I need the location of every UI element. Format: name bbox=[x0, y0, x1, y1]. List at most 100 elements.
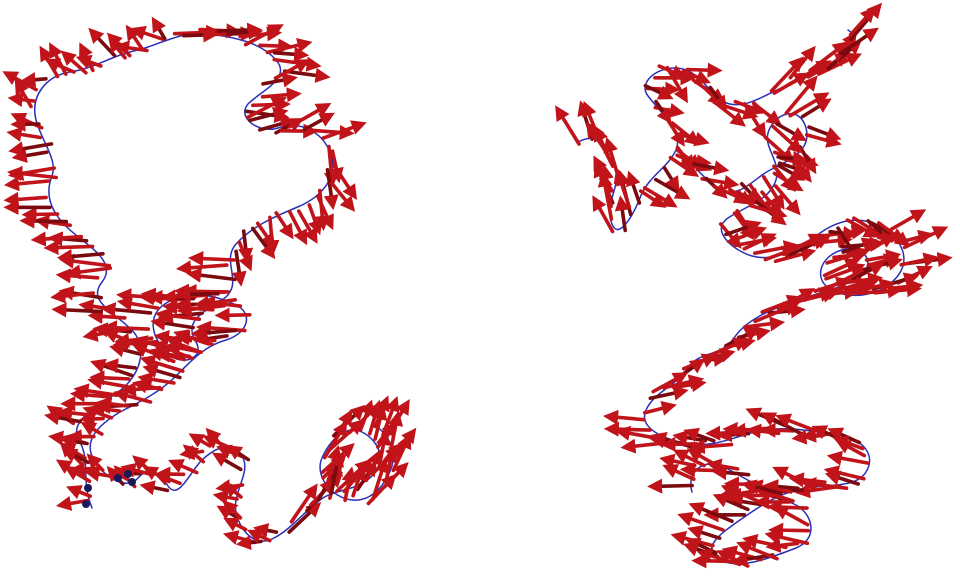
displacement-arrow bbox=[80, 421, 104, 436]
displacement-arrow bbox=[713, 101, 746, 127]
displacement-arrow bbox=[899, 252, 939, 268]
displacement-arrow bbox=[852, 216, 886, 238]
displacement-arrow bbox=[214, 307, 252, 323]
displacement-arrow bbox=[21, 206, 60, 222]
displacement-arrow bbox=[772, 466, 817, 490]
displacement-arrow bbox=[685, 62, 723, 78]
displacement-arrow bbox=[666, 119, 685, 147]
displacement-arrow bbox=[14, 78, 33, 109]
displacement-arrow bbox=[89, 370, 131, 386]
displacement-arrow bbox=[708, 85, 728, 112]
displacement-arrow bbox=[142, 363, 182, 380]
displacement-arrow bbox=[329, 451, 345, 496]
displacement-arrow bbox=[373, 395, 390, 429]
displacement-arrow bbox=[58, 253, 112, 269]
displacement-arrow bbox=[332, 163, 358, 201]
displacement-arrow bbox=[760, 294, 803, 314]
displacement-arrow bbox=[768, 522, 811, 538]
displacement-arrow bbox=[555, 105, 581, 146]
displacement-arrow bbox=[687, 525, 722, 541]
displacement-arrow bbox=[3, 191, 48, 207]
displacement-arrow bbox=[816, 53, 862, 76]
displacement-arrow bbox=[89, 401, 122, 417]
displacement-arrow bbox=[289, 483, 318, 524]
displacement-arrow bbox=[679, 462, 724, 478]
displacement-arrow bbox=[848, 6, 876, 37]
displacement-arrow bbox=[211, 452, 243, 472]
displacement-arrow bbox=[592, 195, 615, 234]
displacement-arrow bbox=[287, 501, 322, 534]
displacement-arrow bbox=[383, 462, 409, 489]
right-arrow-field bbox=[555, 2, 953, 569]
displacement-arrow bbox=[888, 209, 927, 232]
displacement-arrow bbox=[302, 112, 335, 132]
displacement-arrow bbox=[151, 340, 194, 361]
displacement-arrow bbox=[258, 38, 294, 54]
displacement-arrow bbox=[876, 221, 911, 247]
displacement-arrow bbox=[728, 225, 767, 244]
displacement-arrow bbox=[839, 27, 879, 56]
displacement-arrow bbox=[87, 374, 130, 390]
displacement-arrow bbox=[87, 308, 127, 324]
displacement-arrow bbox=[226, 445, 251, 462]
displacement-arrow bbox=[272, 46, 310, 62]
displacement-arrow bbox=[316, 195, 334, 231]
displacement-arrow bbox=[231, 249, 247, 287]
displacement-arrow bbox=[717, 487, 761, 503]
residue-bead bbox=[114, 474, 122, 482]
displacement-arrow bbox=[764, 529, 810, 546]
displacement-arrow bbox=[841, 237, 878, 254]
displacement-arrow bbox=[351, 464, 366, 498]
displacement-arrow bbox=[776, 150, 809, 167]
displacement-arrow bbox=[116, 296, 160, 312]
displacement-arrow bbox=[250, 226, 276, 260]
displacement-arrow bbox=[748, 183, 773, 216]
displacement-arrow bbox=[65, 485, 92, 500]
displacement-arrow bbox=[212, 489, 239, 505]
displacement-arrow bbox=[808, 41, 849, 73]
displacement-arrow bbox=[173, 329, 214, 347]
displacement-arrow bbox=[765, 537, 800, 553]
displacement-arrow bbox=[810, 233, 853, 249]
displacement-arrow bbox=[79, 411, 105, 427]
displacement-arrow bbox=[648, 385, 689, 401]
displacement-arrow bbox=[60, 434, 89, 450]
displacement-arrow bbox=[800, 98, 832, 119]
displacement-arrow bbox=[273, 59, 311, 80]
displacement-arrow bbox=[716, 427, 751, 443]
displacement-arrow bbox=[755, 486, 795, 503]
displacement-arrow bbox=[391, 427, 417, 462]
displacement-arrow bbox=[770, 124, 803, 154]
displacement-arrow bbox=[688, 502, 734, 524]
displacement-arrow bbox=[56, 248, 105, 265]
residue-bead bbox=[84, 484, 92, 492]
displacement-arrow bbox=[597, 171, 614, 221]
displacement-arrow bbox=[381, 396, 400, 437]
displacement-arrow bbox=[6, 126, 43, 142]
displacement-arrow bbox=[681, 69, 711, 85]
displacement-arrow bbox=[61, 448, 90, 465]
displacement-arrow bbox=[824, 470, 861, 486]
displacement-arrow bbox=[857, 233, 896, 257]
displacement-arrow bbox=[773, 246, 817, 264]
displacement-arrow bbox=[55, 268, 100, 284]
displacement-arrow bbox=[776, 163, 806, 181]
displacement-arrow bbox=[613, 167, 632, 209]
displacement-arrow bbox=[168, 459, 199, 475]
displacement-arrow bbox=[766, 499, 809, 515]
displacement-arrow bbox=[8, 141, 54, 157]
displacement-arrow bbox=[773, 505, 810, 527]
displacement-arrow bbox=[654, 99, 672, 124]
displacement-arrow bbox=[681, 154, 712, 170]
displacement-arrow bbox=[257, 116, 296, 132]
residue-bead bbox=[124, 470, 132, 478]
displacement-arrow bbox=[243, 24, 284, 47]
displacement-arrow bbox=[113, 388, 153, 404]
displacement-arrow bbox=[784, 75, 818, 115]
displacement-arrow bbox=[102, 358, 137, 374]
displacement-arrow bbox=[237, 240, 253, 272]
displacement-arrow bbox=[252, 523, 279, 538]
displacement-arrow bbox=[591, 122, 615, 168]
displacement-arrow bbox=[742, 233, 777, 251]
